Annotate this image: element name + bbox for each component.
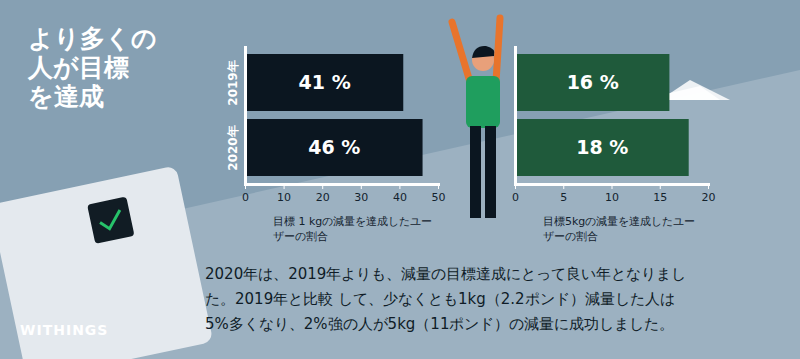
svg-text:2019年: 2019年 xyxy=(226,60,240,105)
html-text:目標5kgの減量を達成したユーザーの割合: 目標5kgの減量を達成したユーザーの割合 xyxy=(543,215,696,243)
svg-text:5: 5 xyxy=(560,191,567,204)
html-text:た。2019年と比較 して、少なくとも1kg（2.2ポンド）: た。2019年と比較 して、少なくとも1kg（2.2ポンド）減量した人は xyxy=(205,290,675,308)
svg-text:15: 15 xyxy=(653,191,667,204)
html-text:人が目標: 人が目標 xyxy=(28,53,129,82)
html-text:WITHINGS: WITHINGS xyxy=(20,322,109,338)
svg-text:41 %: 41 % xyxy=(299,71,351,93)
svg-text:16 %: 16 % xyxy=(567,71,619,93)
svg-text:10: 10 xyxy=(277,191,291,204)
svg-text:0: 0 xyxy=(242,191,249,204)
svg-text:30: 30 xyxy=(354,191,368,204)
svg-text:20: 20 xyxy=(316,191,330,204)
html-text:2020年は、2019年よりも、減量の目標達成にとって良い年: 2020年は、2019年よりも、減量の目標達成にとって良い年となりまし xyxy=(205,265,687,283)
html-text:目標 1 kgの減量を達成したユーザーの割合: 目標 1 kgの減量を達成したユーザーの割合 xyxy=(273,215,433,243)
html-text:5%多くなり、2%強の人が5kg（11ポンド）の減量に成功し: 5%多くなり、2%強の人が5kg（11ポンド）の減量に成功しました。 xyxy=(205,315,675,333)
svg-text:50: 50 xyxy=(432,191,446,204)
html-text:を達成: を達成 xyxy=(28,82,104,111)
svg-text:40: 40 xyxy=(393,191,407,204)
svg-text:0: 0 xyxy=(512,191,519,204)
svg-text:18 %: 18 % xyxy=(576,136,628,158)
svg-text:20: 20 xyxy=(702,191,716,204)
html-text:より多くの: より多くの xyxy=(28,24,157,53)
svg-text:46 %: 46 % xyxy=(308,136,360,158)
svg-text:2020年: 2020年 xyxy=(226,125,240,170)
svg-text:10: 10 xyxy=(605,191,619,204)
